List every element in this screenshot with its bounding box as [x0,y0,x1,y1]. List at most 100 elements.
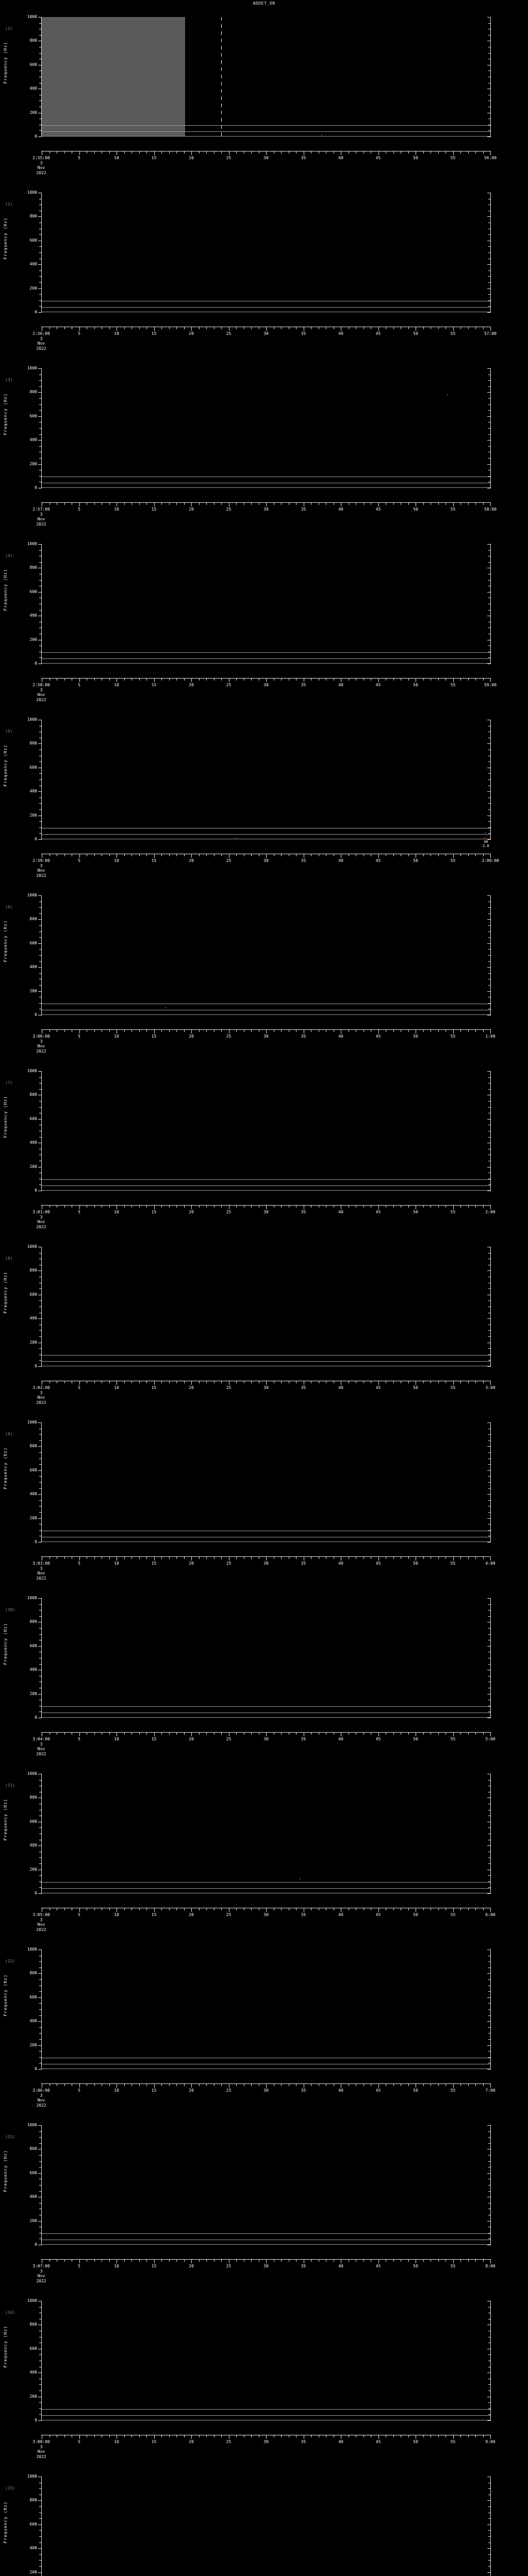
plot-area[interactable] [42,193,490,312]
x-axis-tick-label: 30 [263,858,269,863]
y-axis-tick-label: 600 [29,2521,37,2527]
x-axis-tick [154,1733,155,1736]
x-axis-tick [438,2084,439,2086]
threshold-line [42,1888,490,1889]
y-axis-tick [38,1646,42,1647]
x-axis-tick [393,854,394,856]
y-axis-tick [39,1077,42,1078]
x-axis-tick [199,151,200,154]
y-axis-tick [488,961,491,962]
x-axis-start-label: 3:02:00 3 Nov 2022 [32,1385,50,1405]
x-axis-tick [423,1381,424,1383]
spectrogram-panel[interactable]: 0 200 400 600 800 1000 Frequency (Hz) (10) 3:04:… [0,1587,528,1762]
spectrogram-panel[interactable]: 0 200 400 600 800 1000 Frequency (Hz) (9) 3:03:0… [0,1411,528,1587]
y-axis-tick [38,2045,42,2046]
y-axis-tick [39,580,42,581]
x-axis-tick-label: 30 [263,1385,269,1390]
spectrogram-panel[interactable]: 0 200 400 600 800 1000 Frequency (Hz) (8) 3:02:0… [0,1235,528,1411]
y-axis-tick [39,130,42,131]
plot-area[interactable] [42,17,490,137]
spectrogram-panel[interactable]: 0 200 400 600 800 1000 Frequency (Hz) (11) 3:05:… [0,1762,528,1938]
x-axis-tick [251,2084,252,2086]
y-axis-tick [39,1452,42,1453]
x-axis-tick [378,854,379,858]
x-axis-line [41,1556,491,1557]
plot-area[interactable] [42,1598,490,1718]
y-axis-tick [39,1711,42,1713]
x-axis-tick [281,2435,282,2437]
x-axis-tick-label: 30 [263,1737,269,1741]
y-axis-tick [488,1634,491,1635]
y-axis-tick [488,246,491,247]
plot-area[interactable] [42,1071,490,1191]
x-axis-tick [266,1206,267,1209]
x-axis-tick [266,1908,267,1912]
y-axis-tick [488,913,491,914]
y-axis-tick [487,1422,491,1423]
x-axis-tick [161,854,162,856]
spectrogram-panel[interactable]: 0 200 400 600 800 1000 Frequency (Hz) (14) 3:08:… [0,2290,528,2465]
plot-area[interactable] [42,2477,490,2576]
spectrogram-panel[interactable]: 0 200 400 600 800 1000 Frequency (Hz) (3) 2:57:0… [0,357,528,533]
spectrogram-panel[interactable]: 0 200 400 600 800 1000 Frequency (Hz) (6) 3:00:0… [0,884,528,1060]
y-axis-tick [488,100,491,101]
y-axis-tick [487,17,491,18]
y-axis-tick [39,53,42,54]
y-axis-tick-label: 400 [29,2546,37,2551]
x-axis-tick [109,1381,110,1383]
spectrogram-panel[interactable]: 0 200 400 600 800 1000 Frequency (Hz) (13) 3:07:… [0,2114,528,2290]
x-axis-tick [490,1381,491,1385]
y-axis-tick [38,1518,42,1519]
plot-area[interactable] [42,1247,490,1366]
spectrogram-panel[interactable]: 0 200 400 600 800 1000 Frequency (Hz) (12) 3:06:… [0,1938,528,2114]
spectrogram-panel[interactable]: 0 200 400 600 800 1000 Frequency (Hz) (1) 2:55:0… [0,6,528,181]
x-axis-tick [154,2435,155,2439]
y-axis-tick [39,1434,42,1435]
y-axis-tick [38,1542,42,1543]
y-axis-tick-label: 400 [29,2019,37,2024]
plot-area[interactable] [42,2125,490,2245]
y-axis-tick [488,827,491,828]
spectrogram-panel[interactable]: 0 200 400 600 800 1000 Frequency (Hz) (5) 40 2.8 2… [0,708,528,884]
spectrogram-panel[interactable]: 0 200 400 600 800 1000 Frequency (Hz) (7) 3:01:0… [0,1060,528,1235]
plot-area[interactable] [42,1422,490,1542]
spectrogram-panel[interactable]: 0 200 400 600 800 1000 Frequency (Hz) (2) 2:56:0… [0,181,528,357]
y-axis-tick [39,1887,42,1888]
x-axis-tick [109,854,110,856]
x-axis-tick [124,1206,125,1208]
plot-area[interactable] [42,2301,490,2420]
plot-area[interactable] [42,720,490,839]
x-axis-tick [266,2084,267,2088]
y-axis-tick [488,550,491,551]
plot-area[interactable] [42,544,490,664]
spectrogram-panel[interactable]: 0 200 400 600 800 1000 Frequency (Hz) (4) 2:58:0… [0,533,528,708]
x-axis-tick-label: 30 [263,1912,269,1917]
x-axis-tick [281,2084,282,2086]
y-axis-tick [38,392,42,393]
x-axis-tick [236,1381,237,1383]
plot-area[interactable] [42,368,490,488]
x-axis-tick-label: 5 [78,1210,80,1214]
threshold-line [42,1541,490,1542]
y-axis-tick [488,833,491,834]
x-axis-tick [236,1908,237,1910]
y-axis-tick [487,464,491,465]
y-axis-tick [487,743,491,744]
y-axis-tick [488,2191,491,2192]
x-axis-tick [64,1030,65,1032]
x-axis-tick [266,1030,267,1033]
x-axis-tick [221,1733,222,1735]
plot-area[interactable] [42,1950,490,2069]
y-axis-tick [39,550,42,551]
threshold-line [42,658,490,659]
x-axis-tick [199,1733,200,1735]
x-axis-tick [490,1030,491,1033]
x-axis-tick [475,503,476,505]
plot-area[interactable] [42,1774,490,1893]
threshold-line [42,125,490,126]
y-axis-tick [488,1610,491,1611]
y-axis-tick-label: 800 [29,741,37,746]
x-axis-tick [109,2084,110,2086]
plot-area[interactable] [42,895,490,1015]
